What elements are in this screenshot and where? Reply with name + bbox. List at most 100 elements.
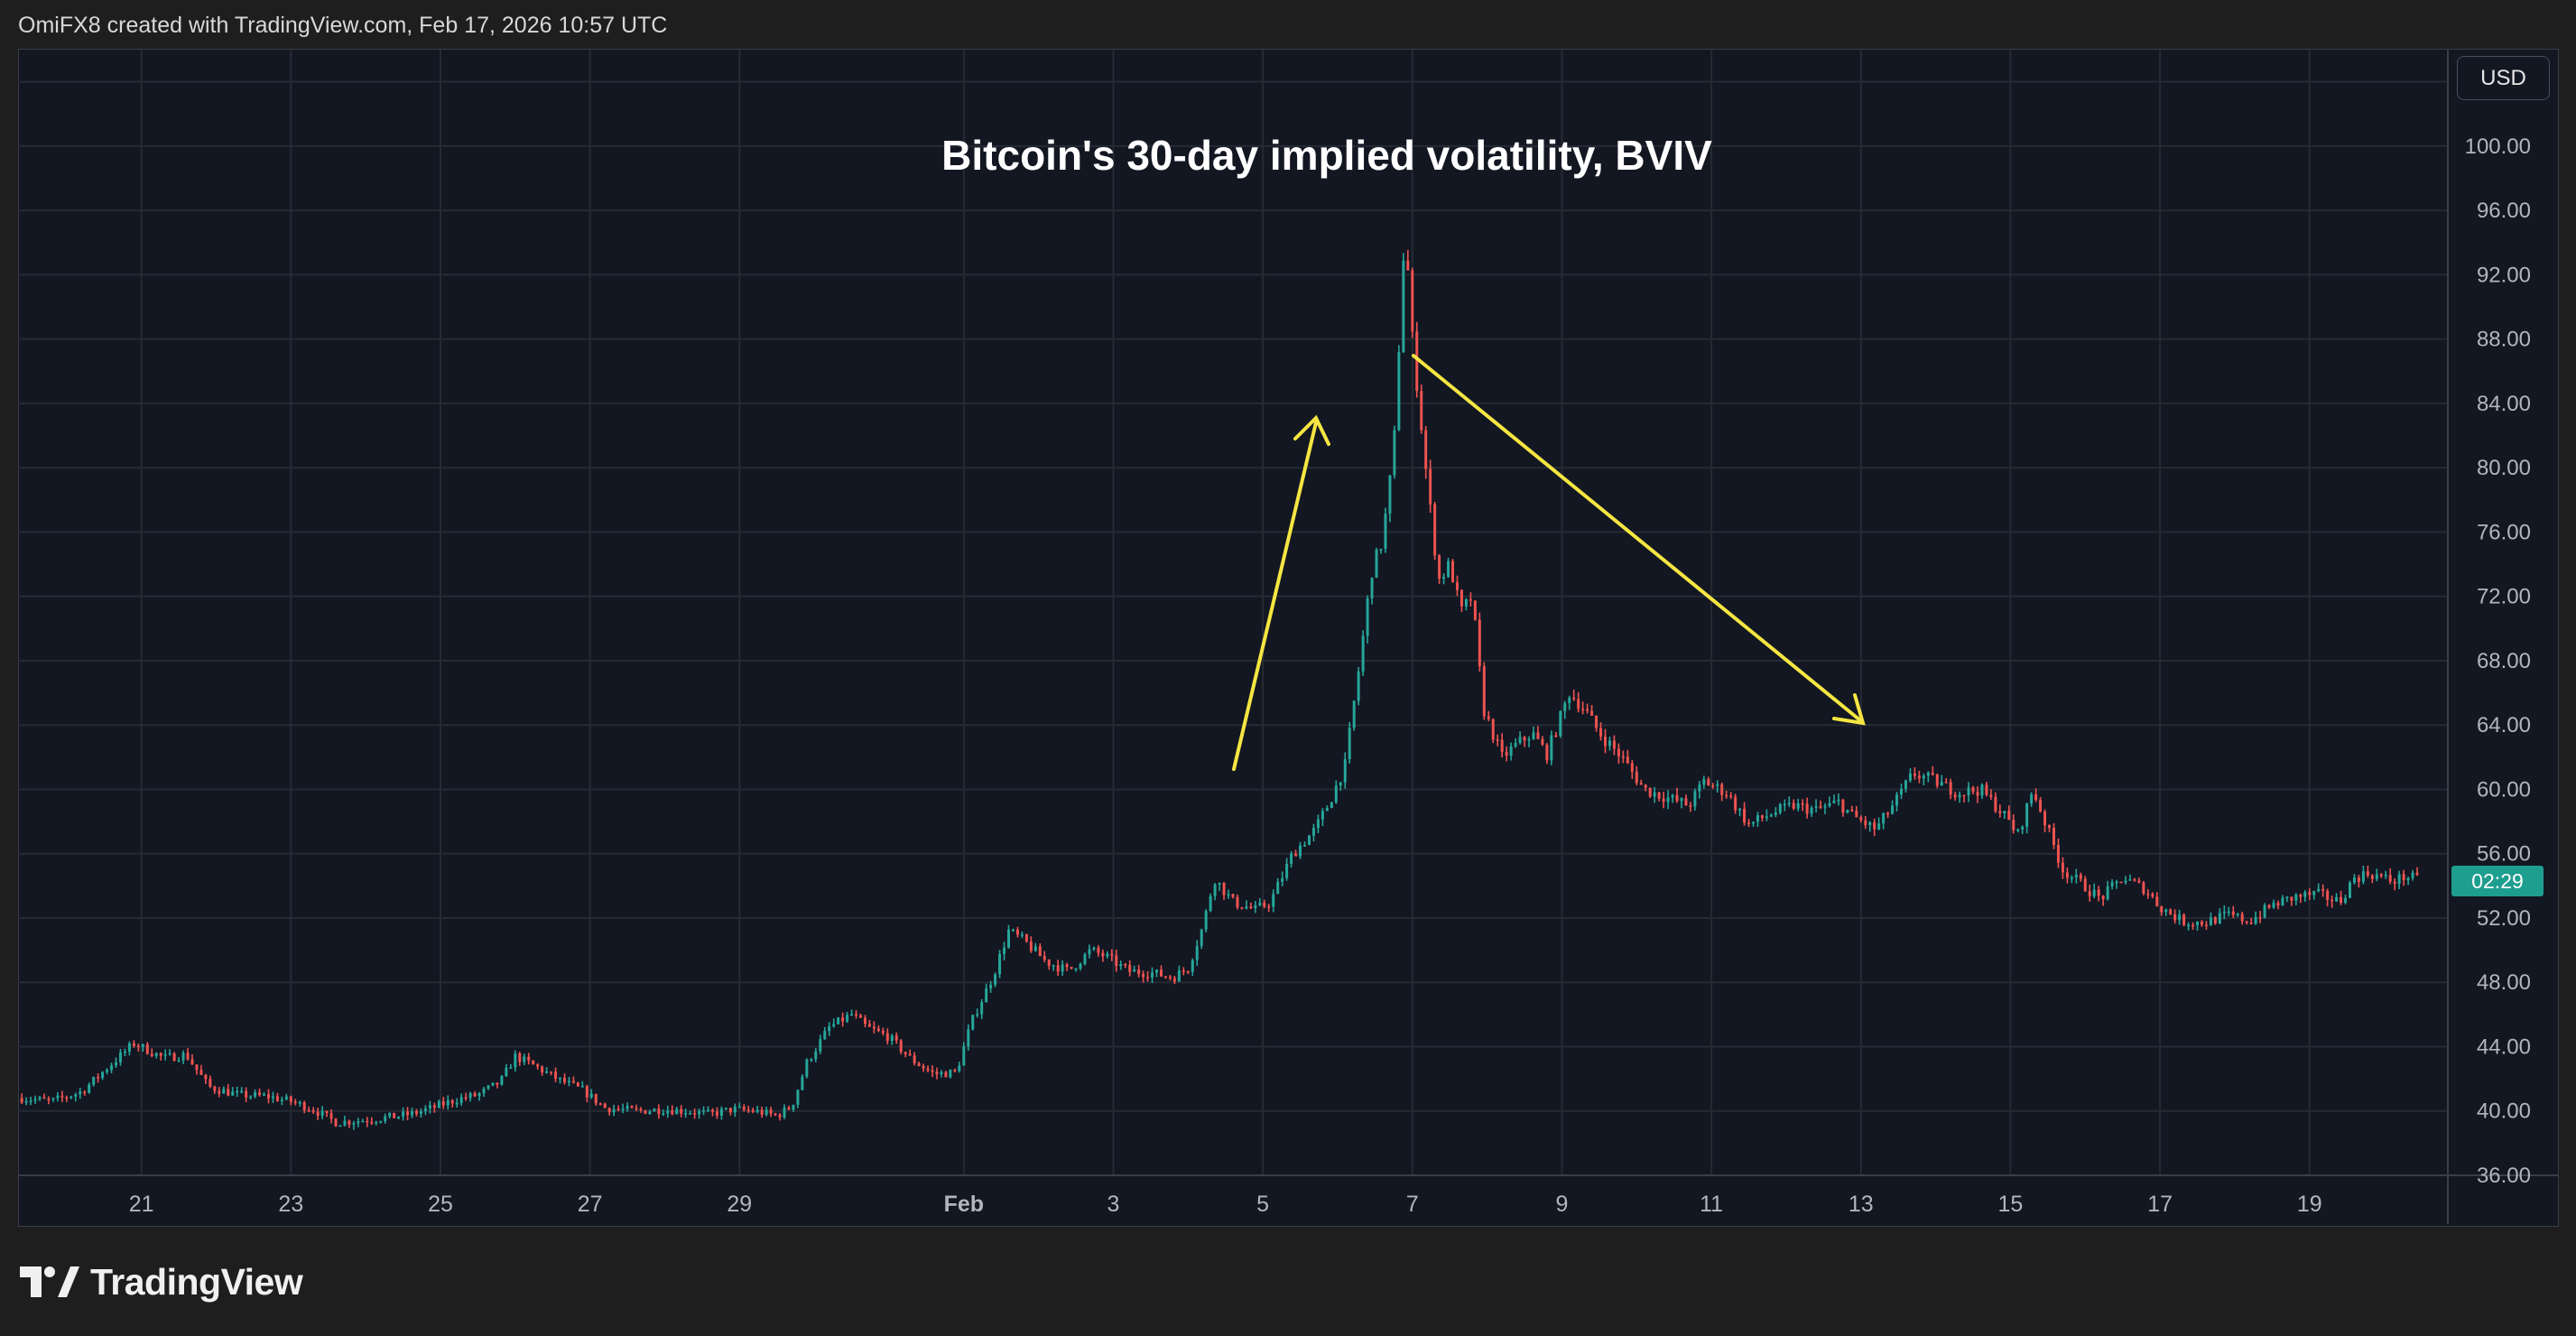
candle-body bbox=[1330, 802, 1333, 809]
candle-body bbox=[1882, 812, 1886, 824]
candle-body bbox=[1518, 737, 1522, 744]
tradingview-logo[interactable]: TradingView bbox=[20, 1258, 303, 1305]
candle-body bbox=[1698, 784, 1701, 792]
candle-body bbox=[1393, 430, 1396, 476]
candle-body bbox=[2326, 890, 2330, 900]
candle-body bbox=[1590, 710, 1594, 716]
candle-body bbox=[810, 1059, 813, 1061]
candle-body bbox=[1680, 798, 1683, 802]
candle-body bbox=[576, 1082, 579, 1087]
candle-body bbox=[828, 1025, 831, 1032]
candle-body bbox=[1366, 598, 1369, 636]
candle-body bbox=[127, 1043, 131, 1052]
candle-body bbox=[136, 1045, 140, 1048]
candle-body bbox=[881, 1030, 885, 1034]
candle-body bbox=[1971, 787, 1975, 793]
candle-body bbox=[1756, 815, 1759, 822]
candle-body bbox=[1456, 581, 1459, 590]
candle-body bbox=[1581, 709, 1585, 710]
candle-body bbox=[1940, 782, 1943, 786]
candle-body bbox=[2039, 800, 2043, 812]
candle-body bbox=[2173, 914, 2177, 921]
candle-body bbox=[450, 1099, 454, 1104]
candle-body bbox=[441, 1101, 445, 1106]
candle-body bbox=[419, 1111, 422, 1114]
candle-body bbox=[1837, 799, 1840, 802]
candle-body bbox=[899, 1040, 903, 1053]
candle-body bbox=[486, 1085, 490, 1089]
candle-body bbox=[985, 988, 988, 1003]
candle-body bbox=[402, 1111, 405, 1118]
candle-body bbox=[1644, 784, 1647, 788]
candle-body bbox=[181, 1053, 185, 1061]
candle-body bbox=[783, 1108, 786, 1118]
candle-body bbox=[1065, 964, 1069, 968]
candle-body bbox=[1469, 598, 1472, 601]
candle-body bbox=[79, 1091, 82, 1095]
candle-body bbox=[1550, 735, 1553, 761]
candle-body bbox=[764, 1109, 768, 1115]
candle-body bbox=[2281, 897, 2284, 906]
tradingview-logo-text: TradingView bbox=[90, 1260, 303, 1303]
candle-body bbox=[2133, 879, 2136, 881]
candle-body bbox=[1949, 782, 1952, 795]
candle-body bbox=[2110, 882, 2114, 886]
candle-body bbox=[1402, 260, 1405, 353]
candle-body bbox=[263, 1094, 266, 1096]
candle-body bbox=[2254, 917, 2257, 924]
candle-body bbox=[639, 1109, 643, 1110]
candle-body bbox=[370, 1122, 374, 1124]
candle-body bbox=[2128, 879, 2132, 881]
candle-body bbox=[1411, 270, 1414, 332]
candle-body bbox=[298, 1102, 301, 1104]
candle-body bbox=[1559, 710, 1562, 737]
candle-body bbox=[1379, 549, 1383, 551]
candle-body bbox=[2218, 913, 2221, 923]
candle-body bbox=[1846, 810, 1849, 813]
candle-body bbox=[1231, 894, 1235, 897]
candle-body bbox=[2079, 875, 2082, 879]
candle-body bbox=[2344, 897, 2348, 904]
currency-button[interactable]: USD bbox=[2457, 56, 2550, 100]
tradingview-logo-icon bbox=[20, 1266, 79, 1297]
candle-body bbox=[2366, 871, 2369, 876]
candle-body bbox=[1989, 794, 1993, 797]
candle-body bbox=[1074, 968, 1078, 970]
candle-body bbox=[1320, 811, 1324, 820]
candle-body bbox=[423, 1108, 427, 1112]
candle-body bbox=[357, 1121, 360, 1124]
candle-body bbox=[1926, 773, 1930, 776]
candle-body bbox=[1810, 808, 1813, 814]
candle-body bbox=[2182, 914, 2186, 925]
x-axis: 21 23 25 27 29 Feb 3 5 7 9 11 13 15 17 19 bbox=[129, 1192, 2322, 1217]
candle-body bbox=[437, 1101, 440, 1109]
x-tick-label: 9 bbox=[1556, 1192, 1569, 1217]
candle-body bbox=[1263, 902, 1266, 907]
candle-body bbox=[2370, 875, 2374, 879]
candle-body bbox=[662, 1113, 665, 1116]
candle-body bbox=[1348, 728, 1351, 759]
candle-body bbox=[1294, 853, 1298, 857]
y-tick-label: 96.00 bbox=[2477, 199, 2531, 223]
candle-body bbox=[1200, 929, 1203, 947]
x-tick-label: 27 bbox=[578, 1192, 603, 1217]
candle-body bbox=[1124, 963, 1127, 966]
candle-body bbox=[644, 1109, 647, 1114]
candle-body bbox=[971, 1015, 975, 1030]
candle-body bbox=[1666, 797, 1670, 803]
candle-body bbox=[787, 1108, 791, 1110]
candle-body bbox=[110, 1065, 114, 1071]
candle-body bbox=[1895, 794, 1899, 806]
candle-body bbox=[1828, 803, 1831, 806]
candle-body bbox=[1523, 737, 1526, 741]
candle-body bbox=[2106, 886, 2109, 900]
candle-body bbox=[240, 1090, 244, 1093]
candle-body bbox=[846, 1015, 849, 1022]
candle-body bbox=[204, 1074, 208, 1080]
price-badge-countdown: 02:29 bbox=[2471, 869, 2524, 893]
chart-frame[interactable] bbox=[18, 49, 2559, 1227]
candle-body bbox=[2294, 894, 2298, 901]
x-tick-label: 11 bbox=[1700, 1192, 1723, 1217]
candle-body bbox=[1033, 946, 1037, 951]
